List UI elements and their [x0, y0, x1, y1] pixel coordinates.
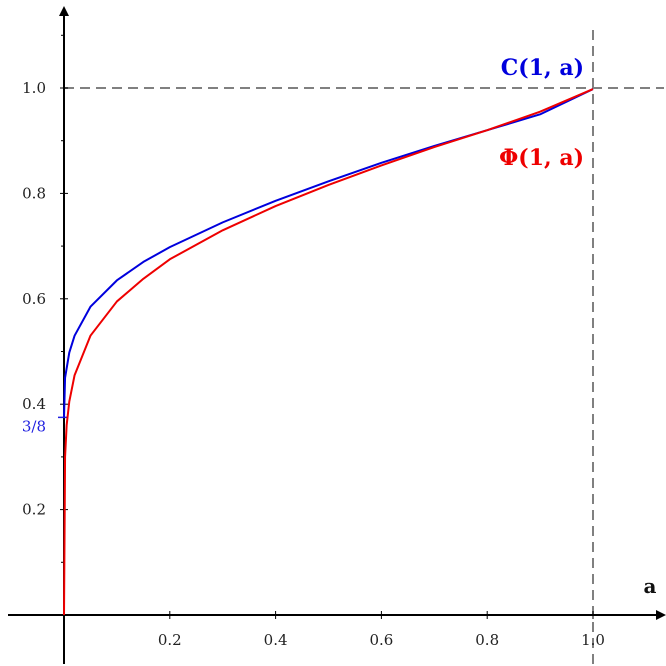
labels: a C(1, a) Φ(1, a) [499, 55, 656, 598]
x-tick-label: 1.0 [581, 631, 605, 649]
axes [8, 6, 666, 664]
y-tick-label: 0.2 [22, 501, 46, 519]
special-tick-label: 3/8 [22, 417, 46, 435]
x-tick-label: 0.8 [475, 631, 499, 649]
y-tick-label: 0.8 [22, 184, 46, 202]
series-line-1 [63, 88, 594, 616]
x-axis-label: a [644, 574, 657, 598]
x-tick-label: 0.2 [158, 631, 182, 649]
x-tick-label: 0.4 [264, 631, 288, 649]
y-tick-label: 0.4 [22, 395, 46, 413]
series-label-c: C(1, a) [501, 55, 584, 81]
series-line-0 [63, 88, 594, 418]
series-lines [63, 88, 594, 616]
y-tick-label: 0.6 [22, 290, 46, 308]
series-label-phi: Φ(1, a) [499, 145, 584, 171]
reference-lines [64, 30, 664, 664]
y-tick-label: 1.0 [22, 79, 46, 97]
x-tick-label: 0.6 [369, 631, 393, 649]
ticks: 0.2 0.4 0.6 0.8 1.0 0.2 0.4 0.6 0.8 1.0 3/8 [22, 34, 605, 649]
